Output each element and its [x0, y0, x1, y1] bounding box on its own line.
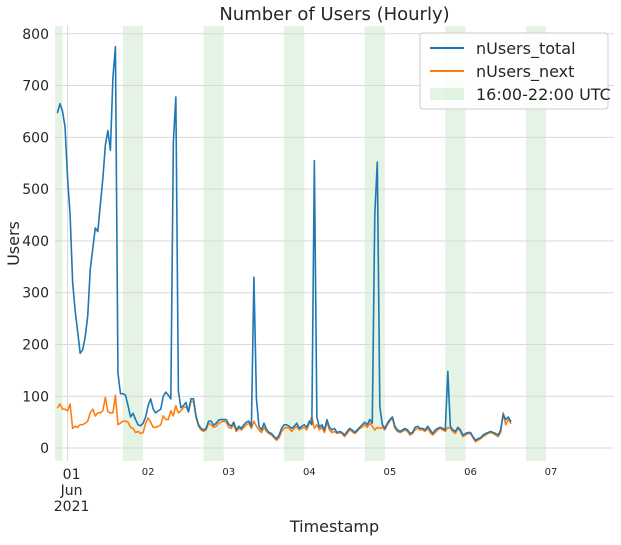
- legend-label-span: 16:00-22:00 UTC: [476, 85, 611, 104]
- y-axis-label: Users: [4, 221, 23, 266]
- x-major-tick-label-1: Jun: [60, 483, 83, 499]
- x-axis-label: Timestamp: [289, 517, 379, 536]
- x-minor-tick-label-02: 02: [142, 467, 155, 478]
- x-major-tick-label-2: 2021: [54, 499, 90, 515]
- series-line-nUsers_total: [56, 45, 512, 442]
- series-layer: [56, 45, 512, 443]
- y-tick-label-300: 300: [22, 286, 49, 302]
- y-tick-label-100: 100: [22, 389, 49, 405]
- span-band-6: [525, 26, 547, 461]
- span-band-5: [445, 26, 466, 461]
- x-major-tick-label-0: 01: [63, 467, 81, 483]
- y-tick-label-400: 400: [22, 234, 49, 250]
- legend-swatch-span: [430, 88, 464, 100]
- x-minor-tick-label-06: 06: [464, 467, 477, 478]
- series-line-nUsers_next: [56, 394, 512, 443]
- span-band-1: [122, 26, 144, 461]
- y-tick-label-600: 600: [22, 130, 49, 146]
- span-band-2: [203, 26, 224, 461]
- y-tick-label-200: 200: [22, 337, 49, 353]
- x-minor-tick-label-03: 03: [222, 467, 235, 478]
- legend-label-total: nUsers_total: [476, 39, 576, 59]
- x-minor-tick-label-04: 04: [303, 467, 316, 478]
- chart-title: Number of Users (Hourly): [219, 4, 449, 25]
- y-tick-label-0: 0: [40, 441, 49, 457]
- span-band-0: [55, 26, 63, 461]
- y-tick-label-500: 500: [22, 182, 49, 198]
- grid-layer: [55, 26, 614, 461]
- legend-label-next: nUsers_next: [476, 62, 574, 82]
- y-tick-label-800: 800: [22, 27, 49, 43]
- legend: nUsers_total nUsers_next 16:00-22:00 UTC: [419, 32, 611, 110]
- x-minor-tick-label-07: 07: [545, 467, 558, 478]
- x-minor-tick-label-05: 05: [384, 467, 397, 478]
- y-axis-ticks: 0 100 200 300 400 500 600 700 800: [22, 27, 49, 457]
- legend-box: [419, 32, 609, 110]
- y-tick-label-700: 700: [22, 79, 49, 95]
- span-band-3: [284, 26, 305, 461]
